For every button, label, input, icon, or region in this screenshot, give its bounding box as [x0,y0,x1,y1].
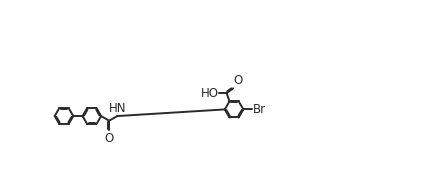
Text: HO: HO [200,87,218,100]
Text: O: O [233,74,243,87]
Text: O: O [104,132,114,145]
Text: HN: HN [108,102,126,115]
Text: Br: Br [252,103,265,116]
